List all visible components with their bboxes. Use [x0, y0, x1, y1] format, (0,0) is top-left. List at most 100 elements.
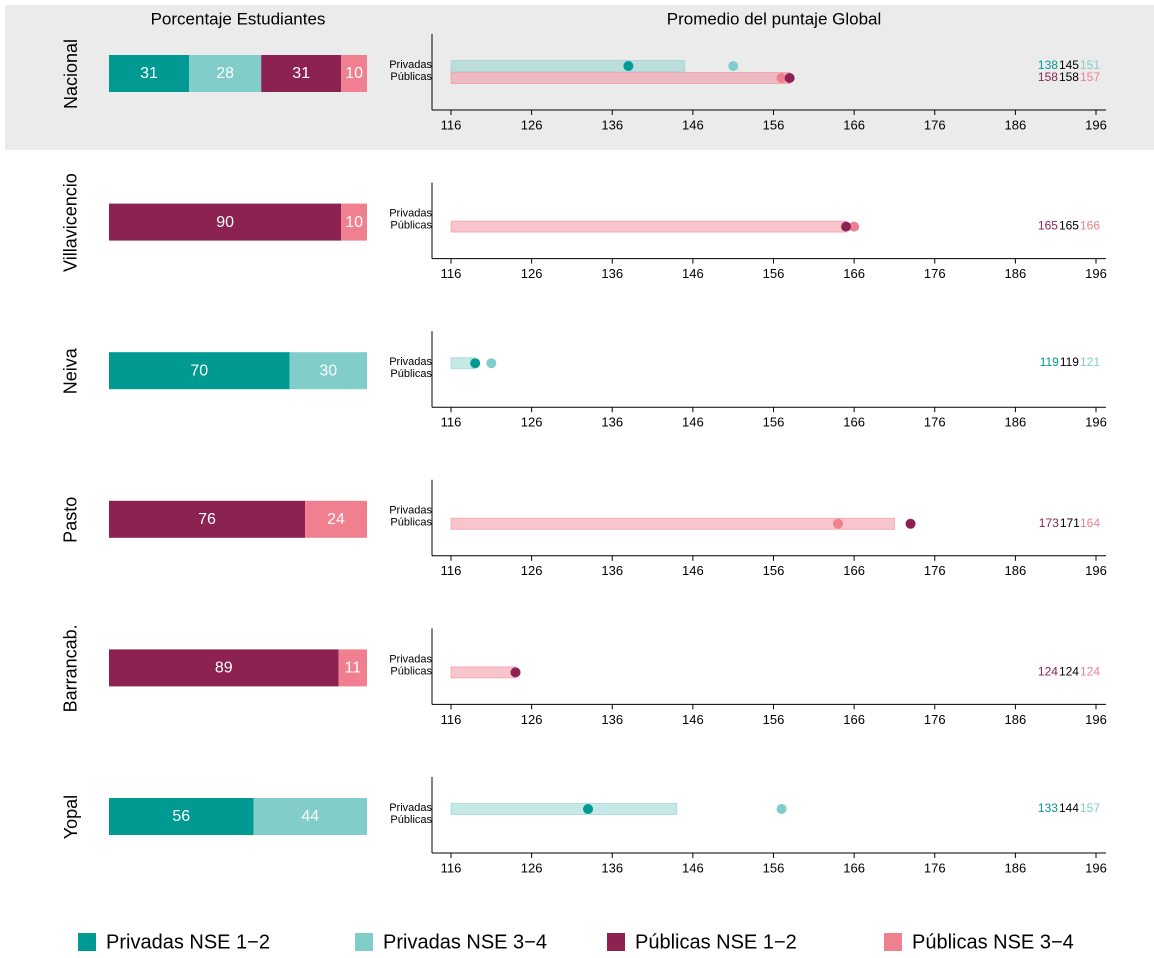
x-tick-label: 186 [1005, 266, 1027, 281]
score-labels: 138145151 [1038, 58, 1100, 72]
sector-label: Privadas [389, 356, 432, 368]
score-labels: 173171164 [1039, 516, 1101, 530]
share-label: 30 [319, 362, 337, 379]
share-label: 89 [215, 660, 233, 677]
score-nse12: 138 [1038, 58, 1058, 72]
score-nse12: 173 [1039, 516, 1059, 530]
share-segment [109, 649, 339, 687]
x-tick-label: 186 [1005, 117, 1027, 132]
sector-label: Públicas [390, 368, 432, 380]
share-label: 44 [301, 808, 319, 825]
score-labels: 133144157 [1038, 801, 1100, 815]
legend-label: Privadas NSE 1−2 [106, 931, 270, 953]
share-segment [109, 352, 290, 390]
x-tick-label: 156 [763, 860, 785, 875]
share-label: 56 [172, 808, 190, 825]
score-mean: 124 [1059, 665, 1079, 679]
x-tick-label: 136 [601, 563, 623, 578]
x-tick-label: 166 [843, 266, 865, 281]
share-label: 10 [345, 214, 363, 231]
score-nse34: 124 [1080, 665, 1100, 679]
share-segment [338, 649, 367, 687]
x-tick-label: 116 [441, 860, 462, 875]
sector-label: Privadas [389, 208, 432, 220]
score-nse12: 158 [1038, 70, 1058, 84]
mean-bar [450, 803, 678, 815]
share-label: 70 [190, 362, 208, 379]
share-segment [109, 203, 342, 241]
share-segment [188, 55, 262, 92]
x-tick-label: 146 [682, 117, 704, 132]
share-segment [341, 203, 367, 241]
legend-label: Privadas NSE 3−4 [383, 931, 547, 953]
score-nse34: 166 [1080, 219, 1100, 233]
share-label: 28 [216, 65, 234, 82]
x-tick-label: 126 [521, 563, 543, 578]
x-tick-label: 136 [601, 860, 623, 875]
x-tick-label: 196 [1085, 563, 1107, 578]
legend-swatch [355, 933, 373, 951]
nse34-dot [776, 804, 787, 814]
x-tick-label: 126 [521, 712, 543, 727]
nse34-dot [486, 358, 497, 369]
x-tick-label: 146 [682, 860, 704, 875]
nse34-dot [833, 518, 843, 529]
nse12-dot [510, 667, 521, 678]
row-label: Pasto [61, 497, 81, 543]
x-tick-label: 146 [682, 415, 704, 430]
row-label: Nacional [61, 39, 81, 109]
x-tick-label: 156 [763, 563, 785, 578]
nse12-dot [470, 358, 481, 369]
share-segment [109, 55, 189, 92]
x-tick-label: 166 [843, 712, 865, 727]
x-tick-label: 166 [843, 563, 865, 578]
nse34-dot [776, 73, 787, 83]
sector-label: Públicas [390, 665, 432, 677]
x-tick-label: 196 [1085, 117, 1107, 132]
x-tick-label: 136 [601, 266, 623, 281]
share-label: 31 [292, 65, 310, 82]
share-segment [261, 55, 342, 92]
sector-label: Públicas [390, 220, 432, 232]
x-tick-label: 146 [682, 712, 704, 727]
x-tick-label: 146 [682, 266, 704, 281]
x-tick-label: 156 [763, 266, 785, 281]
row-label: Yopal [61, 795, 81, 839]
x-tick-label: 196 [1085, 415, 1107, 430]
share-label: 76 [198, 511, 216, 528]
x-tick-label: 156 [763, 712, 785, 727]
x-tick-label: 196 [1085, 860, 1107, 875]
x-tick-label: 186 [1005, 563, 1027, 578]
legend-swatch [884, 933, 902, 951]
x-tick-label: 176 [924, 563, 946, 578]
share-label: 90 [216, 214, 234, 231]
x-tick-label: 116 [441, 563, 462, 578]
share-label: 24 [327, 511, 345, 528]
x-tick-label: 136 [601, 415, 623, 430]
score-mean: 144 [1059, 801, 1079, 815]
score-labels: 119119121 [1040, 355, 1101, 369]
score-mean: 119 [1060, 355, 1079, 369]
row-label: Barrancab. [61, 624, 81, 712]
mean-bar [450, 666, 516, 679]
score-labels: 165165166 [1038, 219, 1100, 233]
nse12-dot [623, 61, 634, 71]
x-tick-label: 126 [521, 415, 543, 430]
sector-label: Públicas [390, 814, 432, 826]
x-tick-label: 156 [763, 415, 785, 430]
nse34-dot [728, 61, 739, 71]
score-nse34: 121 [1080, 355, 1100, 369]
score-mean: 158 [1059, 70, 1079, 84]
x-tick-label: 166 [843, 860, 865, 875]
nse12-dot [784, 73, 795, 83]
share-label: 10 [345, 65, 363, 82]
x-tick-label: 186 [1005, 712, 1027, 727]
x-tick-label: 126 [521, 266, 543, 281]
sector-label: Privadas [389, 653, 432, 665]
mean-bar [450, 220, 847, 233]
sector-label: Públicas [390, 71, 432, 83]
share-segment [305, 500, 367, 538]
right-title: Promedio del puntaje Global [667, 9, 882, 28]
